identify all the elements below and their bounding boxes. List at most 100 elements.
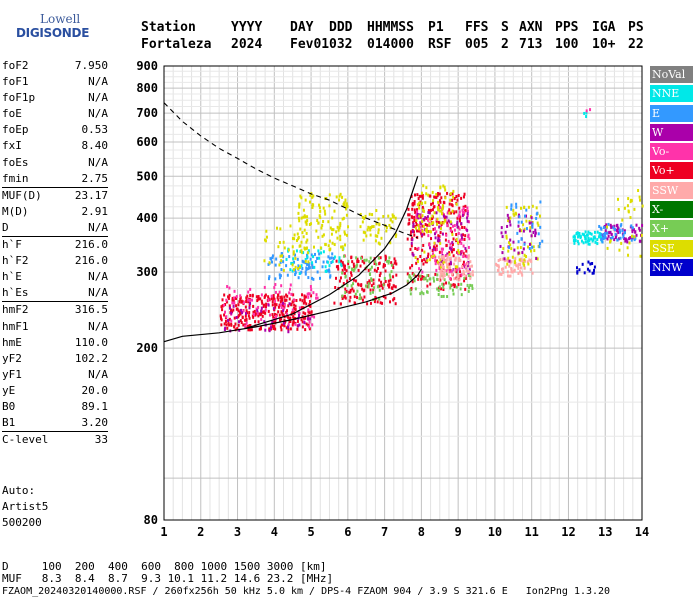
echo-point xyxy=(464,254,467,258)
echo-point xyxy=(528,221,531,225)
echo-point xyxy=(522,247,525,251)
legend-item: SSE xyxy=(650,239,693,257)
echo-point xyxy=(415,223,418,227)
param-value: 7.950 xyxy=(74,59,108,72)
echo-point xyxy=(226,285,229,289)
echo-point xyxy=(309,200,312,204)
echo-point xyxy=(586,239,589,243)
echo-point xyxy=(617,208,620,212)
echo-point xyxy=(463,226,466,230)
echo-point xyxy=(256,309,259,313)
echo-point xyxy=(420,191,423,195)
echo-point xyxy=(320,226,323,230)
echo-point xyxy=(528,219,531,223)
echo-point xyxy=(578,232,581,236)
echo-point xyxy=(309,304,312,308)
y-tick-label: 400 xyxy=(136,211,158,225)
plot-frame xyxy=(163,65,643,521)
echo-point xyxy=(237,309,240,313)
echo-point xyxy=(381,301,384,305)
echo-point xyxy=(443,260,446,264)
echo-point xyxy=(279,227,282,231)
echo-point xyxy=(305,302,308,306)
echo-point xyxy=(274,263,277,267)
echo-point xyxy=(426,230,429,234)
param-key: foF2 xyxy=(2,59,29,72)
echo-point xyxy=(454,265,457,269)
echo-point xyxy=(363,295,366,299)
echo-point xyxy=(368,260,371,264)
echo-point xyxy=(220,305,223,309)
legend-item: X- xyxy=(650,201,693,219)
echo-point xyxy=(462,244,465,248)
echo-point xyxy=(332,256,335,260)
echo-point xyxy=(502,257,505,261)
echo-point xyxy=(606,231,609,235)
echo-point xyxy=(468,286,471,290)
echo-point xyxy=(354,302,357,306)
echo-point xyxy=(293,307,296,311)
echo-point xyxy=(349,290,352,294)
echo-point xyxy=(279,295,282,299)
echo-point xyxy=(283,295,286,299)
echo-point xyxy=(309,257,312,261)
echo-point xyxy=(290,261,293,265)
echo-point xyxy=(437,293,440,297)
echo-point xyxy=(305,240,308,244)
echo-point xyxy=(318,203,321,207)
echo-point xyxy=(435,195,438,199)
echo-point xyxy=(457,283,460,287)
muf-dashed-curve xyxy=(163,102,418,239)
echo-point xyxy=(223,313,226,317)
echo-point xyxy=(587,230,590,234)
echo-point xyxy=(468,265,471,269)
echo-point xyxy=(516,246,519,250)
echo-point xyxy=(498,272,501,276)
echo-point xyxy=(231,296,234,300)
echo-point xyxy=(298,202,301,206)
echo-point xyxy=(378,261,381,265)
echo-point xyxy=(442,258,445,262)
echo-point xyxy=(274,283,277,287)
echo-point xyxy=(352,282,355,286)
echo-point xyxy=(522,229,525,233)
echo-point xyxy=(448,262,451,266)
param-key: foF1 xyxy=(2,75,29,89)
echo-point xyxy=(423,277,426,281)
echo-point xyxy=(237,323,240,327)
echo-point xyxy=(418,201,421,205)
echo-point xyxy=(339,224,342,228)
echo-point xyxy=(311,263,314,267)
echo-point xyxy=(433,254,436,258)
echo-point xyxy=(344,291,347,295)
echo-point xyxy=(442,282,445,286)
echo-point xyxy=(289,317,292,321)
echo-point xyxy=(363,258,366,262)
echo-point xyxy=(604,231,607,235)
echo-point xyxy=(525,208,528,212)
echo-point xyxy=(383,276,386,280)
echo-point xyxy=(443,272,446,276)
echo-point xyxy=(305,322,308,326)
echo-point xyxy=(302,215,305,219)
echo-point xyxy=(257,297,260,301)
echo-point xyxy=(538,245,541,249)
echo-point xyxy=(456,222,459,226)
echo-point xyxy=(419,215,422,219)
echo-point xyxy=(223,293,226,297)
echo-point xyxy=(466,228,469,232)
echo-point xyxy=(449,220,452,224)
echo-point xyxy=(248,303,251,307)
echo-point xyxy=(451,242,454,246)
echo-point xyxy=(467,289,470,293)
echo-point xyxy=(393,257,396,261)
echo-point xyxy=(610,225,613,229)
echo-point xyxy=(464,276,467,280)
echo-point xyxy=(304,312,307,316)
echo-point xyxy=(346,283,349,287)
echo-point xyxy=(370,284,373,288)
echo-point xyxy=(421,214,424,218)
echo-point xyxy=(231,301,234,305)
echo-point xyxy=(410,194,413,198)
echo-point xyxy=(593,230,596,234)
